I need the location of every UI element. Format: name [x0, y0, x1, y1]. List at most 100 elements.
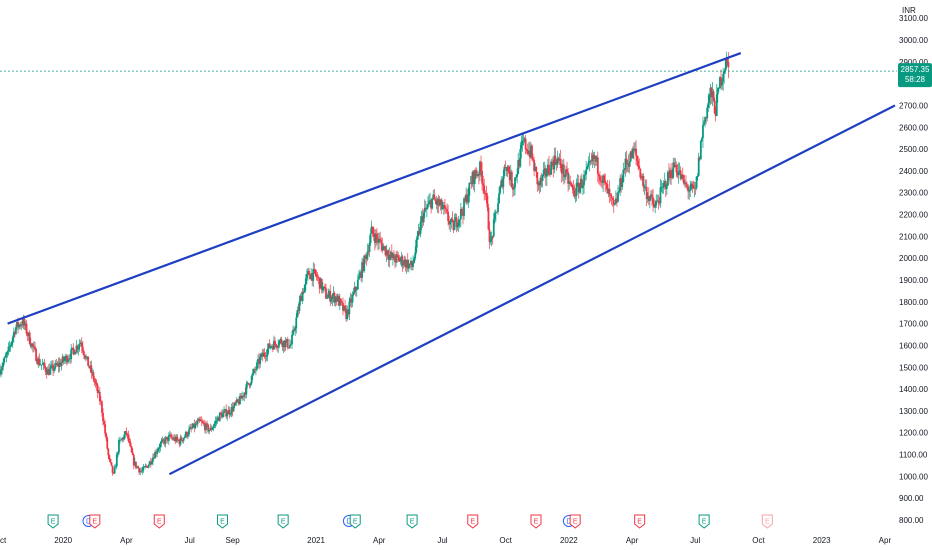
- candle-body: [524, 138, 527, 150]
- candle-body: [379, 238, 382, 241]
- candle-body: [248, 384, 251, 386]
- candle-body: [97, 391, 100, 394]
- candle-body: [218, 412, 221, 421]
- candle-body: [725, 58, 728, 68]
- candle-body: [471, 171, 474, 185]
- candle-body: [482, 183, 485, 186]
- candle-body: [338, 298, 341, 306]
- candle-body: [336, 295, 339, 302]
- candle-body: [621, 182, 624, 187]
- candle-body: [185, 431, 188, 437]
- earnings-marker-icon[interactable]: E: [153, 514, 165, 529]
- candle-body: [370, 226, 373, 234]
- earnings-marker-icon[interactable]: E: [216, 514, 228, 529]
- svg-text:E: E: [573, 519, 578, 526]
- candle-body: [322, 286, 325, 288]
- candle-body: [467, 195, 470, 203]
- candle-body: [455, 217, 458, 228]
- candle-body: [87, 356, 90, 367]
- earnings-marker-icon[interactable]: E: [89, 514, 101, 529]
- candle-body: [372, 233, 375, 237]
- candle-body: [576, 182, 579, 184]
- candle-body: [39, 364, 42, 366]
- candle-body: [161, 439, 164, 442]
- candle-body: [180, 437, 183, 441]
- candle-body: [204, 424, 206, 431]
- earnings-marker-icon[interactable]: E: [467, 514, 479, 529]
- candle-body: [132, 455, 135, 466]
- x-tick-label: Apr: [879, 536, 892, 545]
- candle-body: [715, 94, 718, 116]
- candle-body: [59, 362, 62, 367]
- price-axis[interactable]: 800.00 900.00 1000.00 1100.00 1200.00 1300.00…: [899, 14, 928, 525]
- candle-body: [401, 256, 404, 266]
- candle-body: [318, 277, 321, 289]
- candle-body: [558, 158, 561, 161]
- candle-body: [541, 174, 544, 181]
- candle-body: [363, 255, 366, 271]
- candle-body: [633, 148, 635, 151]
- candle-body: [380, 240, 383, 244]
- candle-body: [297, 310, 300, 312]
- candle-body: [391, 253, 394, 258]
- candle-body: [111, 465, 114, 473]
- candle-body: [223, 410, 225, 413]
- earnings-marker-icon[interactable]: E: [634, 514, 646, 529]
- candle-body: [511, 186, 514, 190]
- candle-body: [440, 199, 443, 210]
- candle-body: [698, 157, 701, 160]
- earnings-marker-icon[interactable]: E: [530, 514, 542, 529]
- earnings-marker-icon[interactable]: E: [349, 514, 361, 529]
- candle-body: [472, 171, 475, 185]
- candle-body: [331, 296, 334, 300]
- candle-body: [112, 472, 115, 474]
- candle-body: [280, 339, 283, 344]
- svg-text:D: D: [566, 519, 571, 526]
- candle-body: [584, 174, 586, 176]
- y-tick-label: 2700.00: [899, 101, 928, 110]
- candle-body: [303, 284, 306, 293]
- earnings-marker-icon[interactable]: E: [698, 514, 710, 529]
- candle-body: [219, 412, 222, 414]
- candle-body: [282, 340, 285, 348]
- candle-body: [147, 464, 150, 468]
- earnings-marker-icon[interactable]: E: [569, 514, 581, 529]
- candle-body: [177, 439, 180, 441]
- candle-body: [418, 231, 421, 234]
- upper-trendline[interactable]: [7, 52, 742, 325]
- candle-body: [319, 278, 322, 289]
- candle-body: [293, 329, 296, 331]
- earnings-marker-icon[interactable]: E: [406, 514, 418, 529]
- candle-body: [554, 155, 557, 162]
- candle-body: [712, 91, 715, 101]
- candle-body: [201, 421, 204, 424]
- candle-body: [695, 176, 698, 189]
- candle-body: [436, 199, 439, 205]
- candle-body: [486, 195, 489, 208]
- candle-body: [504, 166, 507, 168]
- candle-body: [629, 151, 632, 162]
- candle-body: [382, 246, 385, 251]
- candle-body: [533, 160, 536, 171]
- candle-body: [206, 423, 208, 425]
- earnings-marker-icon[interactable]: E: [761, 514, 773, 529]
- candle-body: [672, 162, 675, 178]
- lower-trendline[interactable]: [168, 104, 896, 476]
- candle-body: [173, 437, 176, 440]
- candle-body: [581, 178, 583, 188]
- candle-body: [562, 164, 565, 177]
- candle-body: [727, 61, 730, 68]
- candle-body: [142, 466, 145, 471]
- candle-body: [587, 162, 590, 167]
- time-axis[interactable]: ct 2020 Apr Jul Sep 2021 Apr Jul Oct 2022 Apr Jul Oc…: [0, 536, 891, 545]
- candle-body: [561, 164, 564, 174]
- earnings-marker-icon[interactable]: E: [47, 514, 59, 529]
- candle-body: [594, 156, 597, 162]
- candle-body: [693, 187, 696, 189]
- candle-body: [60, 362, 63, 367]
- earnings-marker-icon[interactable]: E: [277, 514, 289, 529]
- svg-text:E: E: [702, 519, 707, 526]
- svg-text:D: D: [346, 519, 351, 526]
